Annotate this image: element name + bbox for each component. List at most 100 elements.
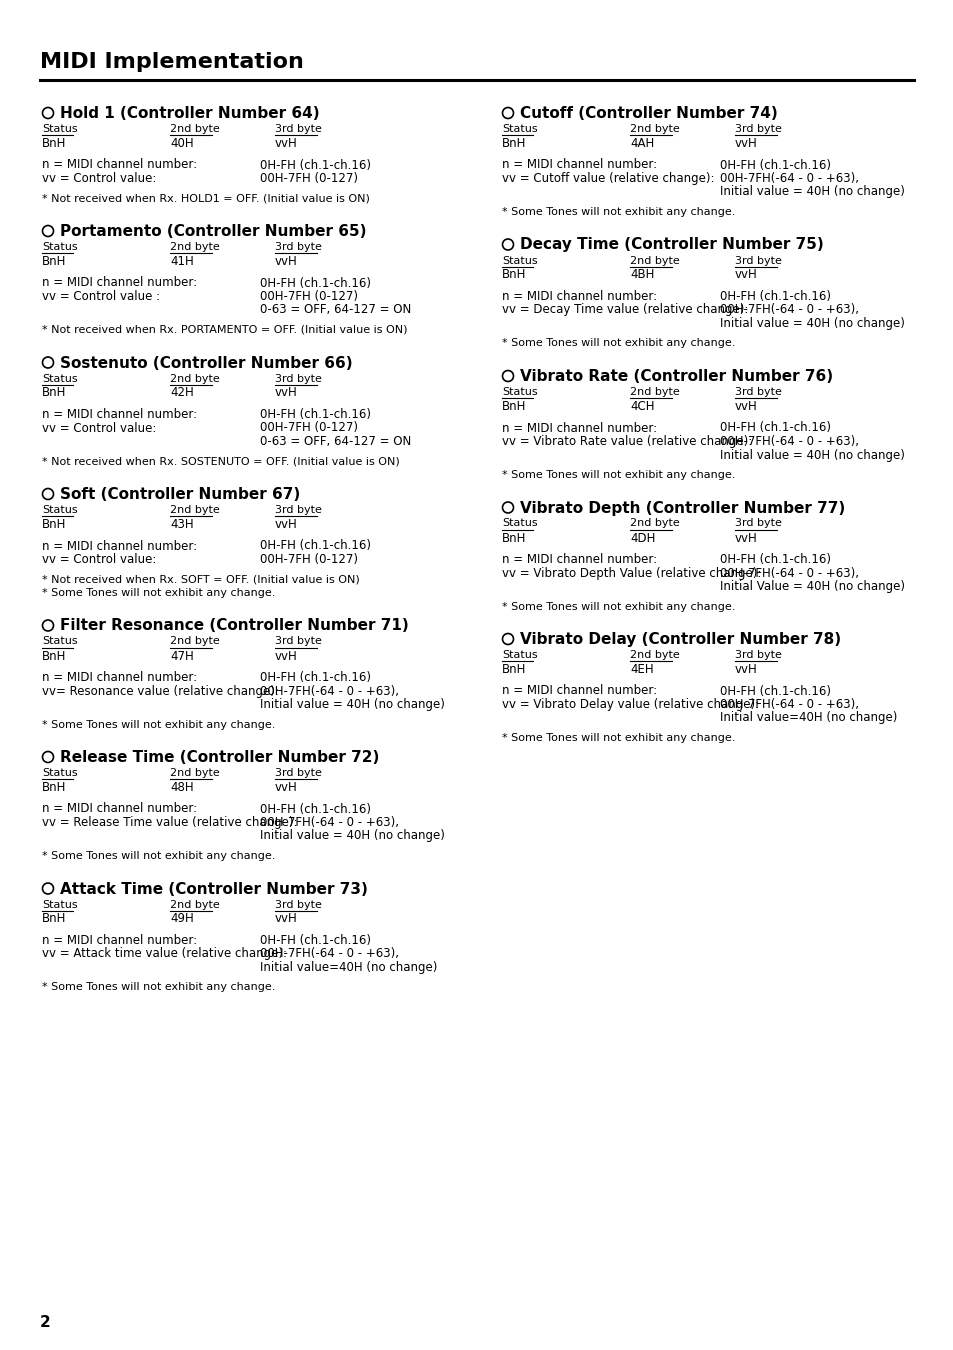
Text: vv= Resonance value (relative change):: vv= Resonance value (relative change): [42, 684, 278, 698]
Text: 4AH: 4AH [629, 136, 654, 150]
Text: Status: Status [501, 649, 537, 660]
Text: 3rd byte: 3rd byte [274, 505, 321, 514]
Text: Portamento (Controller Number 65): Portamento (Controller Number 65) [60, 224, 366, 239]
Text: vvH: vvH [274, 255, 297, 269]
Text: 0H-FH (ch.1-ch.16): 0H-FH (ch.1-ch.16) [260, 158, 371, 171]
Text: Initial value = 40H (no change): Initial value = 40H (no change) [720, 448, 904, 462]
Text: n = MIDI channel number:: n = MIDI channel number: [42, 671, 197, 684]
Text: 0H-FH (ch.1-ch.16): 0H-FH (ch.1-ch.16) [720, 158, 830, 171]
Text: 00H-7FH(-64 - 0 - +63),: 00H-7FH(-64 - 0 - +63), [720, 567, 858, 579]
Text: BnH: BnH [501, 136, 526, 150]
Text: 3rd byte: 3rd byte [274, 636, 321, 647]
Text: 3rd byte: 3rd byte [274, 124, 321, 134]
Text: * Some Tones will not exhibit any change.: * Some Tones will not exhibit any change… [42, 850, 275, 861]
Text: 0H-FH (ch.1-ch.16): 0H-FH (ch.1-ch.16) [720, 554, 830, 566]
Text: 3rd byte: 3rd byte [734, 124, 781, 134]
Text: 3rd byte: 3rd byte [734, 518, 781, 528]
Text: Status: Status [42, 899, 77, 910]
Text: vvH: vvH [274, 649, 297, 663]
Text: vvH: vvH [274, 386, 297, 400]
Text: vvH: vvH [274, 913, 297, 926]
Text: Initial value=40H (no change): Initial value=40H (no change) [260, 961, 436, 973]
Text: Initial value = 40H (no change): Initial value = 40H (no change) [720, 317, 904, 329]
Text: Status: Status [501, 255, 537, 266]
Text: * Not received when Rx. SOFT = OFF. (Initial value is ON): * Not received when Rx. SOFT = OFF. (Ini… [42, 575, 359, 585]
Text: n = MIDI channel number:: n = MIDI channel number: [501, 290, 657, 302]
Text: 00H-7FH(-64 - 0 - +63),: 00H-7FH(-64 - 0 - +63), [260, 815, 398, 829]
Text: Soft (Controller Number 67): Soft (Controller Number 67) [60, 487, 300, 502]
Text: Status: Status [42, 124, 77, 134]
Text: 0H-FH (ch.1-ch.16): 0H-FH (ch.1-ch.16) [260, 671, 371, 684]
Text: 0-63 = OFF, 64-127 = ON: 0-63 = OFF, 64-127 = ON [260, 304, 411, 316]
Text: 2nd byte: 2nd byte [629, 518, 679, 528]
Text: Status: Status [501, 518, 537, 528]
Text: 3rd byte: 3rd byte [274, 768, 321, 778]
Text: * Some Tones will not exhibit any change.: * Some Tones will not exhibit any change… [501, 602, 735, 612]
Text: BnH: BnH [42, 255, 67, 269]
Text: 41H: 41H [170, 255, 193, 269]
Text: 3rd byte: 3rd byte [274, 899, 321, 910]
Text: * Not received when Rx. PORTAMENTO = OFF. (Initial value is ON): * Not received when Rx. PORTAMENTO = OFF… [42, 325, 407, 335]
Text: Vibrato Delay (Controller Number 78): Vibrato Delay (Controller Number 78) [519, 632, 841, 647]
Text: n = MIDI channel number:: n = MIDI channel number: [42, 802, 197, 815]
Text: 0H-FH (ch.1-ch.16): 0H-FH (ch.1-ch.16) [260, 934, 371, 946]
Text: Release Time (Controller Number 72): Release Time (Controller Number 72) [60, 751, 379, 765]
Text: 3rd byte: 3rd byte [734, 649, 781, 660]
Text: 40H: 40H [170, 136, 193, 150]
Text: 2nd byte: 2nd byte [170, 899, 219, 910]
Text: Filter Resonance (Controller Number 71): Filter Resonance (Controller Number 71) [60, 618, 408, 633]
Text: 4BH: 4BH [629, 269, 654, 282]
Text: BnH: BnH [501, 400, 526, 413]
Text: 2nd byte: 2nd byte [170, 374, 219, 383]
Text: 3rd byte: 3rd byte [274, 374, 321, 383]
Text: * Some Tones will not exhibit any change.: * Some Tones will not exhibit any change… [501, 733, 735, 743]
Text: 00H-7FH(-64 - 0 - +63),: 00H-7FH(-64 - 0 - +63), [720, 698, 858, 711]
Text: * Some Tones will not exhibit any change.: * Some Tones will not exhibit any change… [501, 207, 735, 217]
Text: 2nd byte: 2nd byte [170, 505, 219, 514]
Text: Attack Time (Controller Number 73): Attack Time (Controller Number 73) [60, 882, 368, 896]
Text: * Not received when Rx. HOLD1 = OFF. (Initial value is ON): * Not received when Rx. HOLD1 = OFF. (In… [42, 193, 370, 204]
Text: 4DH: 4DH [629, 532, 655, 544]
Text: 0H-FH (ch.1-ch.16): 0H-FH (ch.1-ch.16) [260, 540, 371, 552]
Text: vvH: vvH [734, 532, 757, 544]
Text: 0H-FH (ch.1-ch.16): 0H-FH (ch.1-ch.16) [260, 802, 371, 815]
Text: Initial value = 40H (no change): Initial value = 40H (no change) [260, 829, 444, 842]
Text: * Not received when Rx. SOSTENUTO = OFF. (Initial value is ON): * Not received when Rx. SOSTENUTO = OFF.… [42, 456, 399, 467]
Text: 2nd byte: 2nd byte [170, 124, 219, 134]
Text: Vibrato Depth (Controller Number 77): Vibrato Depth (Controller Number 77) [519, 501, 844, 516]
Text: vvH: vvH [274, 518, 297, 531]
Text: n = MIDI channel number:: n = MIDI channel number: [42, 277, 197, 289]
Text: 00H-7FH (0-127): 00H-7FH (0-127) [260, 290, 357, 302]
Text: n = MIDI channel number:: n = MIDI channel number: [42, 158, 197, 171]
Text: 0H-FH (ch.1-ch.16): 0H-FH (ch.1-ch.16) [720, 684, 830, 698]
Text: BnH: BnH [501, 663, 526, 676]
Text: Status: Status [42, 768, 77, 778]
Text: 3rd byte: 3rd byte [274, 242, 321, 252]
Text: vvH: vvH [274, 782, 297, 794]
Text: vv = Release Time value (relative change):: vv = Release Time value (relative change… [42, 815, 297, 829]
Text: 0H-FH (ch.1-ch.16): 0H-FH (ch.1-ch.16) [720, 290, 830, 302]
Text: 2nd byte: 2nd byte [170, 636, 219, 647]
Text: vv = Decay Time value (relative change):: vv = Decay Time value (relative change): [501, 304, 747, 316]
Text: 49H: 49H [170, 913, 193, 926]
Text: n = MIDI channel number:: n = MIDI channel number: [42, 540, 197, 552]
Text: vv = Vibrato Depth Value (relative change):: vv = Vibrato Depth Value (relative chang… [501, 567, 760, 579]
Text: * Some Tones will not exhibit any change.: * Some Tones will not exhibit any change… [42, 720, 275, 729]
Text: 42H: 42H [170, 386, 193, 400]
Text: Vibrato Rate (Controller Number 76): Vibrato Rate (Controller Number 76) [519, 369, 832, 383]
Text: * Some Tones will not exhibit any change.: * Some Tones will not exhibit any change… [501, 470, 735, 481]
Text: 3rd byte: 3rd byte [734, 255, 781, 266]
Text: vvH: vvH [274, 136, 297, 150]
Text: Initial value = 40H (no change): Initial value = 40H (no change) [720, 185, 904, 198]
Text: 4EH: 4EH [629, 663, 653, 676]
Text: n = MIDI channel number:: n = MIDI channel number: [501, 684, 657, 698]
Text: 00H-7FH(-64 - 0 - +63),: 00H-7FH(-64 - 0 - +63), [720, 304, 858, 316]
Text: vv = Control value:: vv = Control value: [42, 554, 156, 566]
Text: 47H: 47H [170, 649, 193, 663]
Text: Status: Status [501, 387, 537, 397]
Text: 00H-7FH(-64 - 0 - +63),: 00H-7FH(-64 - 0 - +63), [260, 684, 398, 698]
Text: 2nd byte: 2nd byte [170, 242, 219, 252]
Text: 00H-7FH(-64 - 0 - +63),: 00H-7FH(-64 - 0 - +63), [720, 435, 858, 448]
Text: vvH: vvH [734, 269, 757, 282]
Text: BnH: BnH [42, 782, 67, 794]
